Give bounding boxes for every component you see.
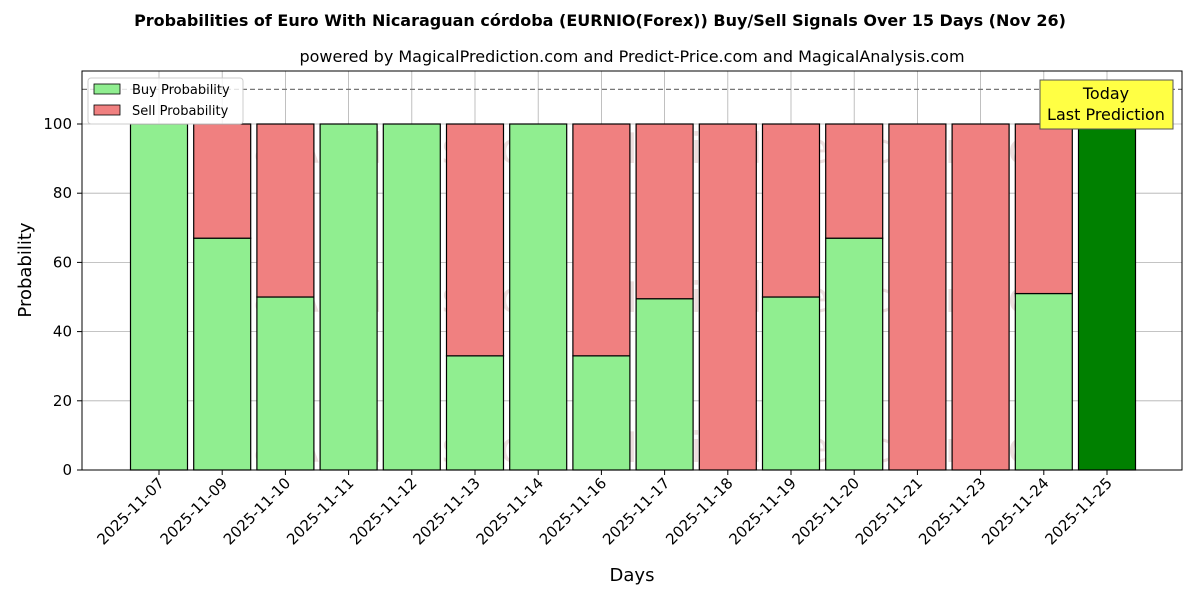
x-tick-label: 2025-11-23 (915, 474, 989, 548)
y-tick-label: 100 (43, 115, 72, 133)
chart-title: Probabilities of Euro With Nicaraguan có… (134, 11, 1066, 30)
sell-bar (888, 123, 947, 471)
sell-bar (698, 123, 757, 471)
sell-bar (572, 123, 631, 357)
y-tick-label: 80 (53, 184, 72, 202)
chart-subtitle: powered by MagicalPrediction.com and Pre… (299, 47, 964, 66)
y-tick-label: 20 (53, 392, 72, 410)
sell-bar (825, 123, 884, 239)
annotation-line1: Today (1082, 84, 1129, 103)
annotation-box (1039, 79, 1174, 130)
buy-bar (761, 296, 821, 471)
y-tick-label: 40 (53, 323, 72, 341)
x-tick-label: 2025-11-12 (346, 474, 420, 548)
buy-bar (572, 355, 631, 471)
legend: Buy Probability Sell Probability (87, 77, 244, 125)
buy-bar (193, 237, 252, 471)
annotation-line2: Last Prediction (1047, 105, 1165, 124)
buy-bar (256, 296, 315, 471)
buy-bar (1077, 123, 1137, 471)
x-tick-label: 2025-11-19 (725, 474, 799, 548)
x-tick-label: 2025-11-16 (536, 474, 610, 548)
x-axis-label: Days (610, 565, 655, 586)
buy-bar (445, 355, 505, 471)
buy-bar (509, 123, 568, 471)
x-tick-label: 2025-11-18 (662, 474, 736, 548)
buy-bar (1014, 292, 1073, 471)
y-axis-label: Probability (15, 222, 36, 317)
x-tick-label: 2025-11-24 (978, 474, 1052, 548)
buy-bar (635, 298, 694, 471)
x-tick-label: 2025-11-20 (789, 474, 863, 548)
legend-label-sell: Sell Probability (132, 104, 229, 119)
x-tick-label: 2025-11-13 (409, 474, 483, 548)
legend-label-buy: Buy Probability (132, 83, 230, 98)
buy-bar (129, 123, 189, 471)
sell-bar (193, 123, 252, 239)
sell-bar (635, 123, 694, 300)
x-tick-label: 2025-11-11 (283, 474, 357, 548)
x-tick-label: 2025-11-07 (93, 474, 167, 548)
buy-bar (382, 123, 441, 471)
y-tick-label: 60 (53, 253, 72, 271)
x-tick-label: 2025-11-14 (473, 474, 547, 548)
sell-bar (1014, 123, 1073, 295)
buy-bar (319, 123, 378, 471)
sell-bar (761, 123, 821, 298)
x-tick-label: 2025-11-25 (1041, 474, 1115, 548)
y-tick-label: 0 (62, 461, 72, 479)
x-tick-label: 2025-11-10 (220, 474, 294, 548)
today-annotation: Today Last Prediction (1039, 79, 1174, 130)
legend-swatch-sell (93, 104, 121, 116)
sell-bar (445, 123, 505, 357)
plot-frame (81, 70, 1183, 471)
sell-bar (951, 123, 1010, 471)
sell-bar (256, 123, 315, 298)
x-tick-label: 2025-11-09 (157, 474, 231, 548)
buy-bar (825, 237, 884, 471)
x-tick-label: 2025-11-17 (599, 474, 673, 548)
x-tick-label: 2025-11-21 (852, 474, 926, 548)
legend-swatch-buy (93, 83, 121, 95)
